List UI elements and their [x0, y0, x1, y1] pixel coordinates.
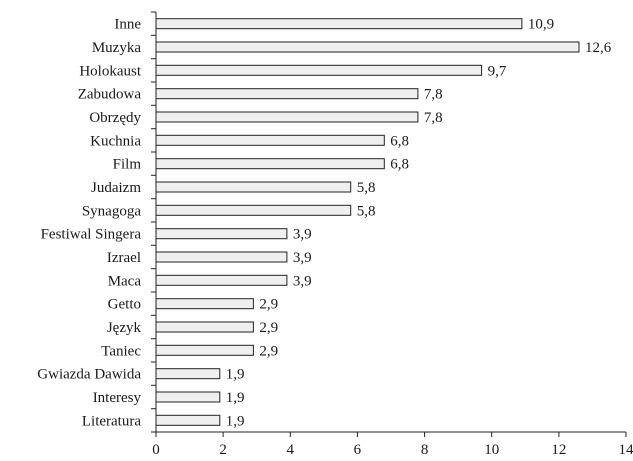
value-label: 3,9	[293, 273, 312, 289]
value-label: 6,8	[390, 157, 409, 173]
bar-16	[155, 368, 221, 380]
category-label: Judaizm	[91, 180, 141, 196]
x-tick-label: 2	[219, 442, 227, 458]
bar-9	[155, 204, 352, 216]
value-label: 2,9	[259, 343, 278, 359]
bar-17	[155, 391, 221, 403]
bar-3	[155, 64, 483, 76]
bar-18	[155, 414, 221, 426]
value-label: 3,9	[293, 227, 312, 243]
value-labels: 10,9 12,6 9,7 7,8 7,8 6,8 6,8 5,8 5,8 3,9 3,9 3,9 2,…	[226, 17, 612, 430]
category-label: Język	[107, 320, 142, 336]
bar-1	[155, 18, 523, 30]
category-label: Synagoga	[82, 203, 142, 219]
value-label: 7,8	[424, 87, 443, 103]
category-label: Gwiazda Dawida	[37, 367, 141, 383]
category-label: Izrael	[107, 250, 141, 266]
value-label: 7,8	[424, 110, 443, 126]
bar-7	[155, 158, 385, 170]
bar-15	[155, 344, 254, 356]
bars-layer	[155, 18, 580, 426]
value-label: 9,7	[488, 63, 507, 79]
category-label: Literatura	[82, 413, 141, 429]
bar-4	[155, 88, 419, 100]
bar-2	[155, 41, 580, 53]
category-label: Maca	[108, 273, 142, 289]
bar-10	[155, 228, 288, 240]
x-tick-label: 8	[421, 442, 429, 458]
bar-13	[155, 298, 254, 310]
axes: 0 2 4 6 8 10 12 14	[151, 11, 633, 458]
category-label: Obrzędy	[89, 110, 141, 126]
x-tick-label: 14	[619, 442, 633, 458]
category-label: Holokaust	[79, 63, 141, 79]
category-label: Getto	[108, 297, 141, 313]
bar-12	[155, 274, 288, 286]
value-label: 2,9	[259, 320, 278, 336]
bar-5	[155, 111, 419, 123]
category-label: Kuchnia	[90, 133, 141, 149]
value-label: 10,9	[528, 17, 554, 33]
category-label: Muzyka	[92, 40, 141, 56]
value-label: 5,8	[357, 203, 376, 219]
value-label: 1,9	[226, 390, 245, 406]
value-label: 2,9	[259, 297, 278, 313]
value-label: 6,8	[390, 133, 409, 149]
bar-8	[155, 181, 352, 193]
x-tick-label: 4	[287, 442, 295, 458]
category-label: Zabudowa	[78, 87, 142, 103]
category-label: Taniec	[101, 343, 141, 359]
value-label: 1,9	[226, 413, 245, 429]
x-tick-label: 0	[152, 442, 160, 458]
value-label: 5,8	[357, 180, 376, 196]
x-tick-label: 10	[484, 442, 499, 458]
value-label: 1,9	[226, 367, 245, 383]
value-label: 12,6	[585, 40, 612, 56]
bar-6	[155, 134, 385, 146]
category-label: Festiwal Singera	[41, 227, 142, 243]
category-labels: Inne Muzyka Holokaust Zabudowa Obrzędy Kuchni…	[37, 17, 142, 430]
category-label: Inne	[114, 17, 141, 33]
bar-11	[155, 251, 288, 263]
value-label: 3,9	[293, 250, 312, 266]
bar-14	[155, 321, 254, 333]
category-label: Film	[113, 157, 142, 173]
x-tick-label: 6	[354, 442, 362, 458]
category-label: Interesy	[93, 390, 142, 406]
x-tick-label: 12	[551, 442, 566, 458]
